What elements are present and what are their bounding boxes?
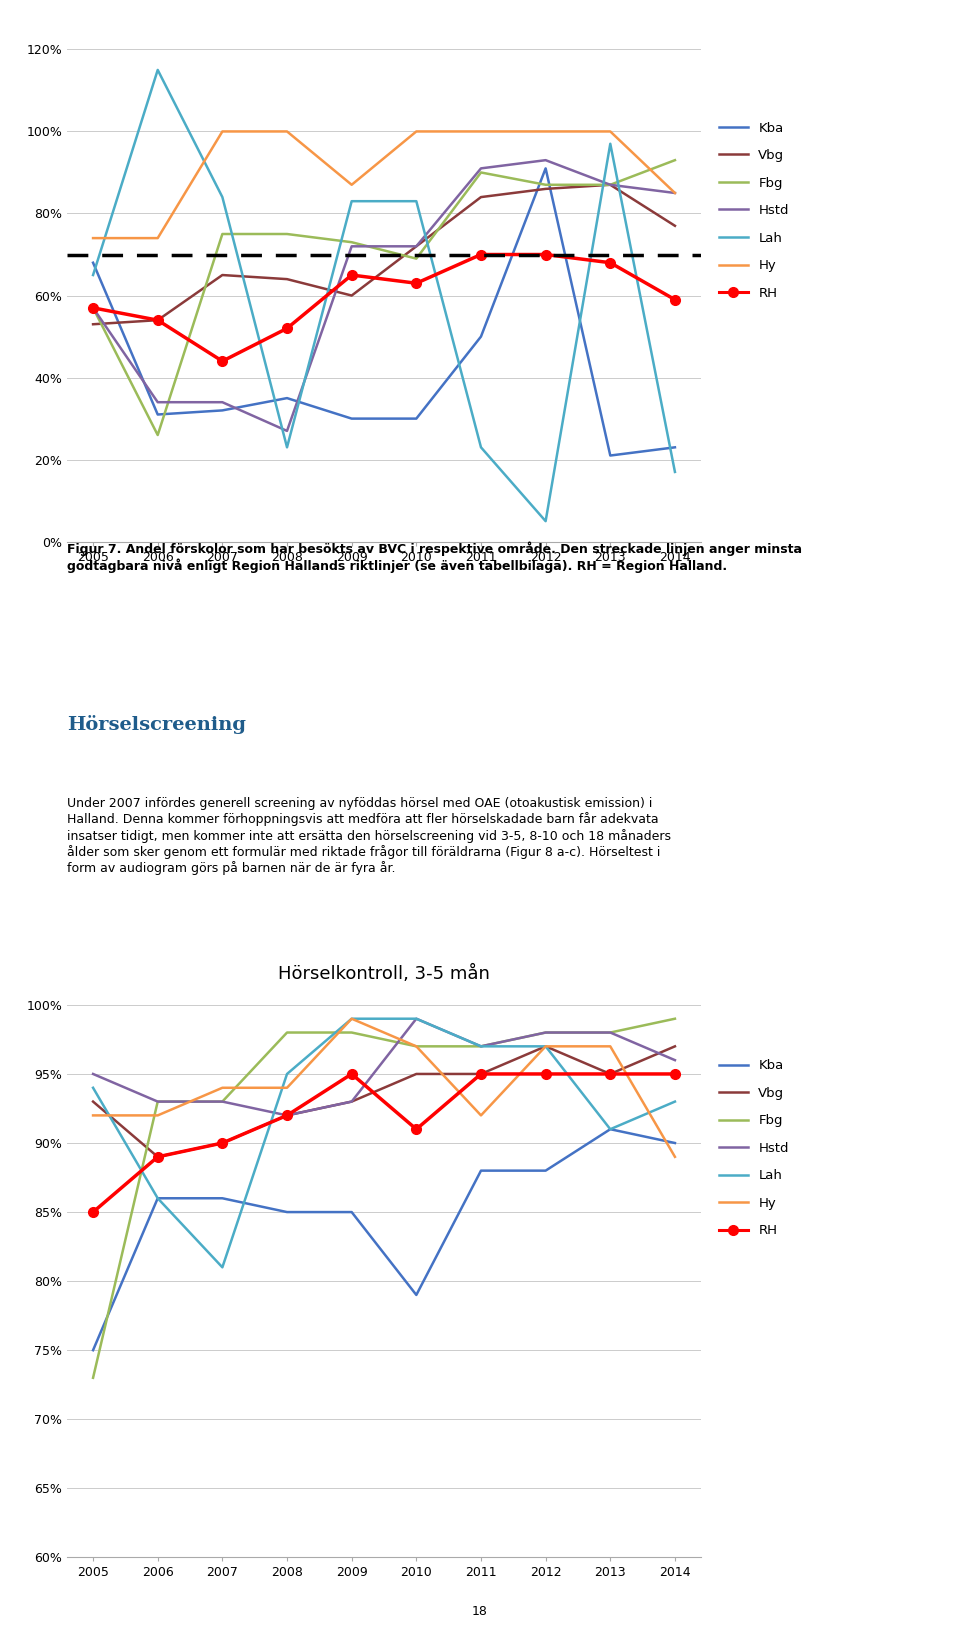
Title: Hörselkontroll, 3-5 mån: Hörselkontroll, 3-5 mån [278, 964, 490, 982]
Text: Figur 7. Andel förskolor som har besökts av BVC i respektive område. Den strecka: Figur 7. Andel förskolor som har besökts… [67, 542, 803, 574]
Legend: Kba, Vbg, Fbg, Hstd, Lah, Hy, RH: Kba, Vbg, Fbg, Hstd, Lah, Hy, RH [713, 117, 794, 305]
Text: Hörselscreening: Hörselscreening [67, 715, 246, 733]
Text: 18: 18 [472, 1605, 488, 1618]
Text: Under 2007 infördes generell screening av nyföddas hörsel med OAE (otoakustisk e: Under 2007 infördes generell screening a… [67, 798, 671, 875]
Legend: Kba, Vbg, Fbg, Hstd, Lah, Hy, RH: Kba, Vbg, Fbg, Hstd, Lah, Hy, RH [713, 1055, 794, 1243]
